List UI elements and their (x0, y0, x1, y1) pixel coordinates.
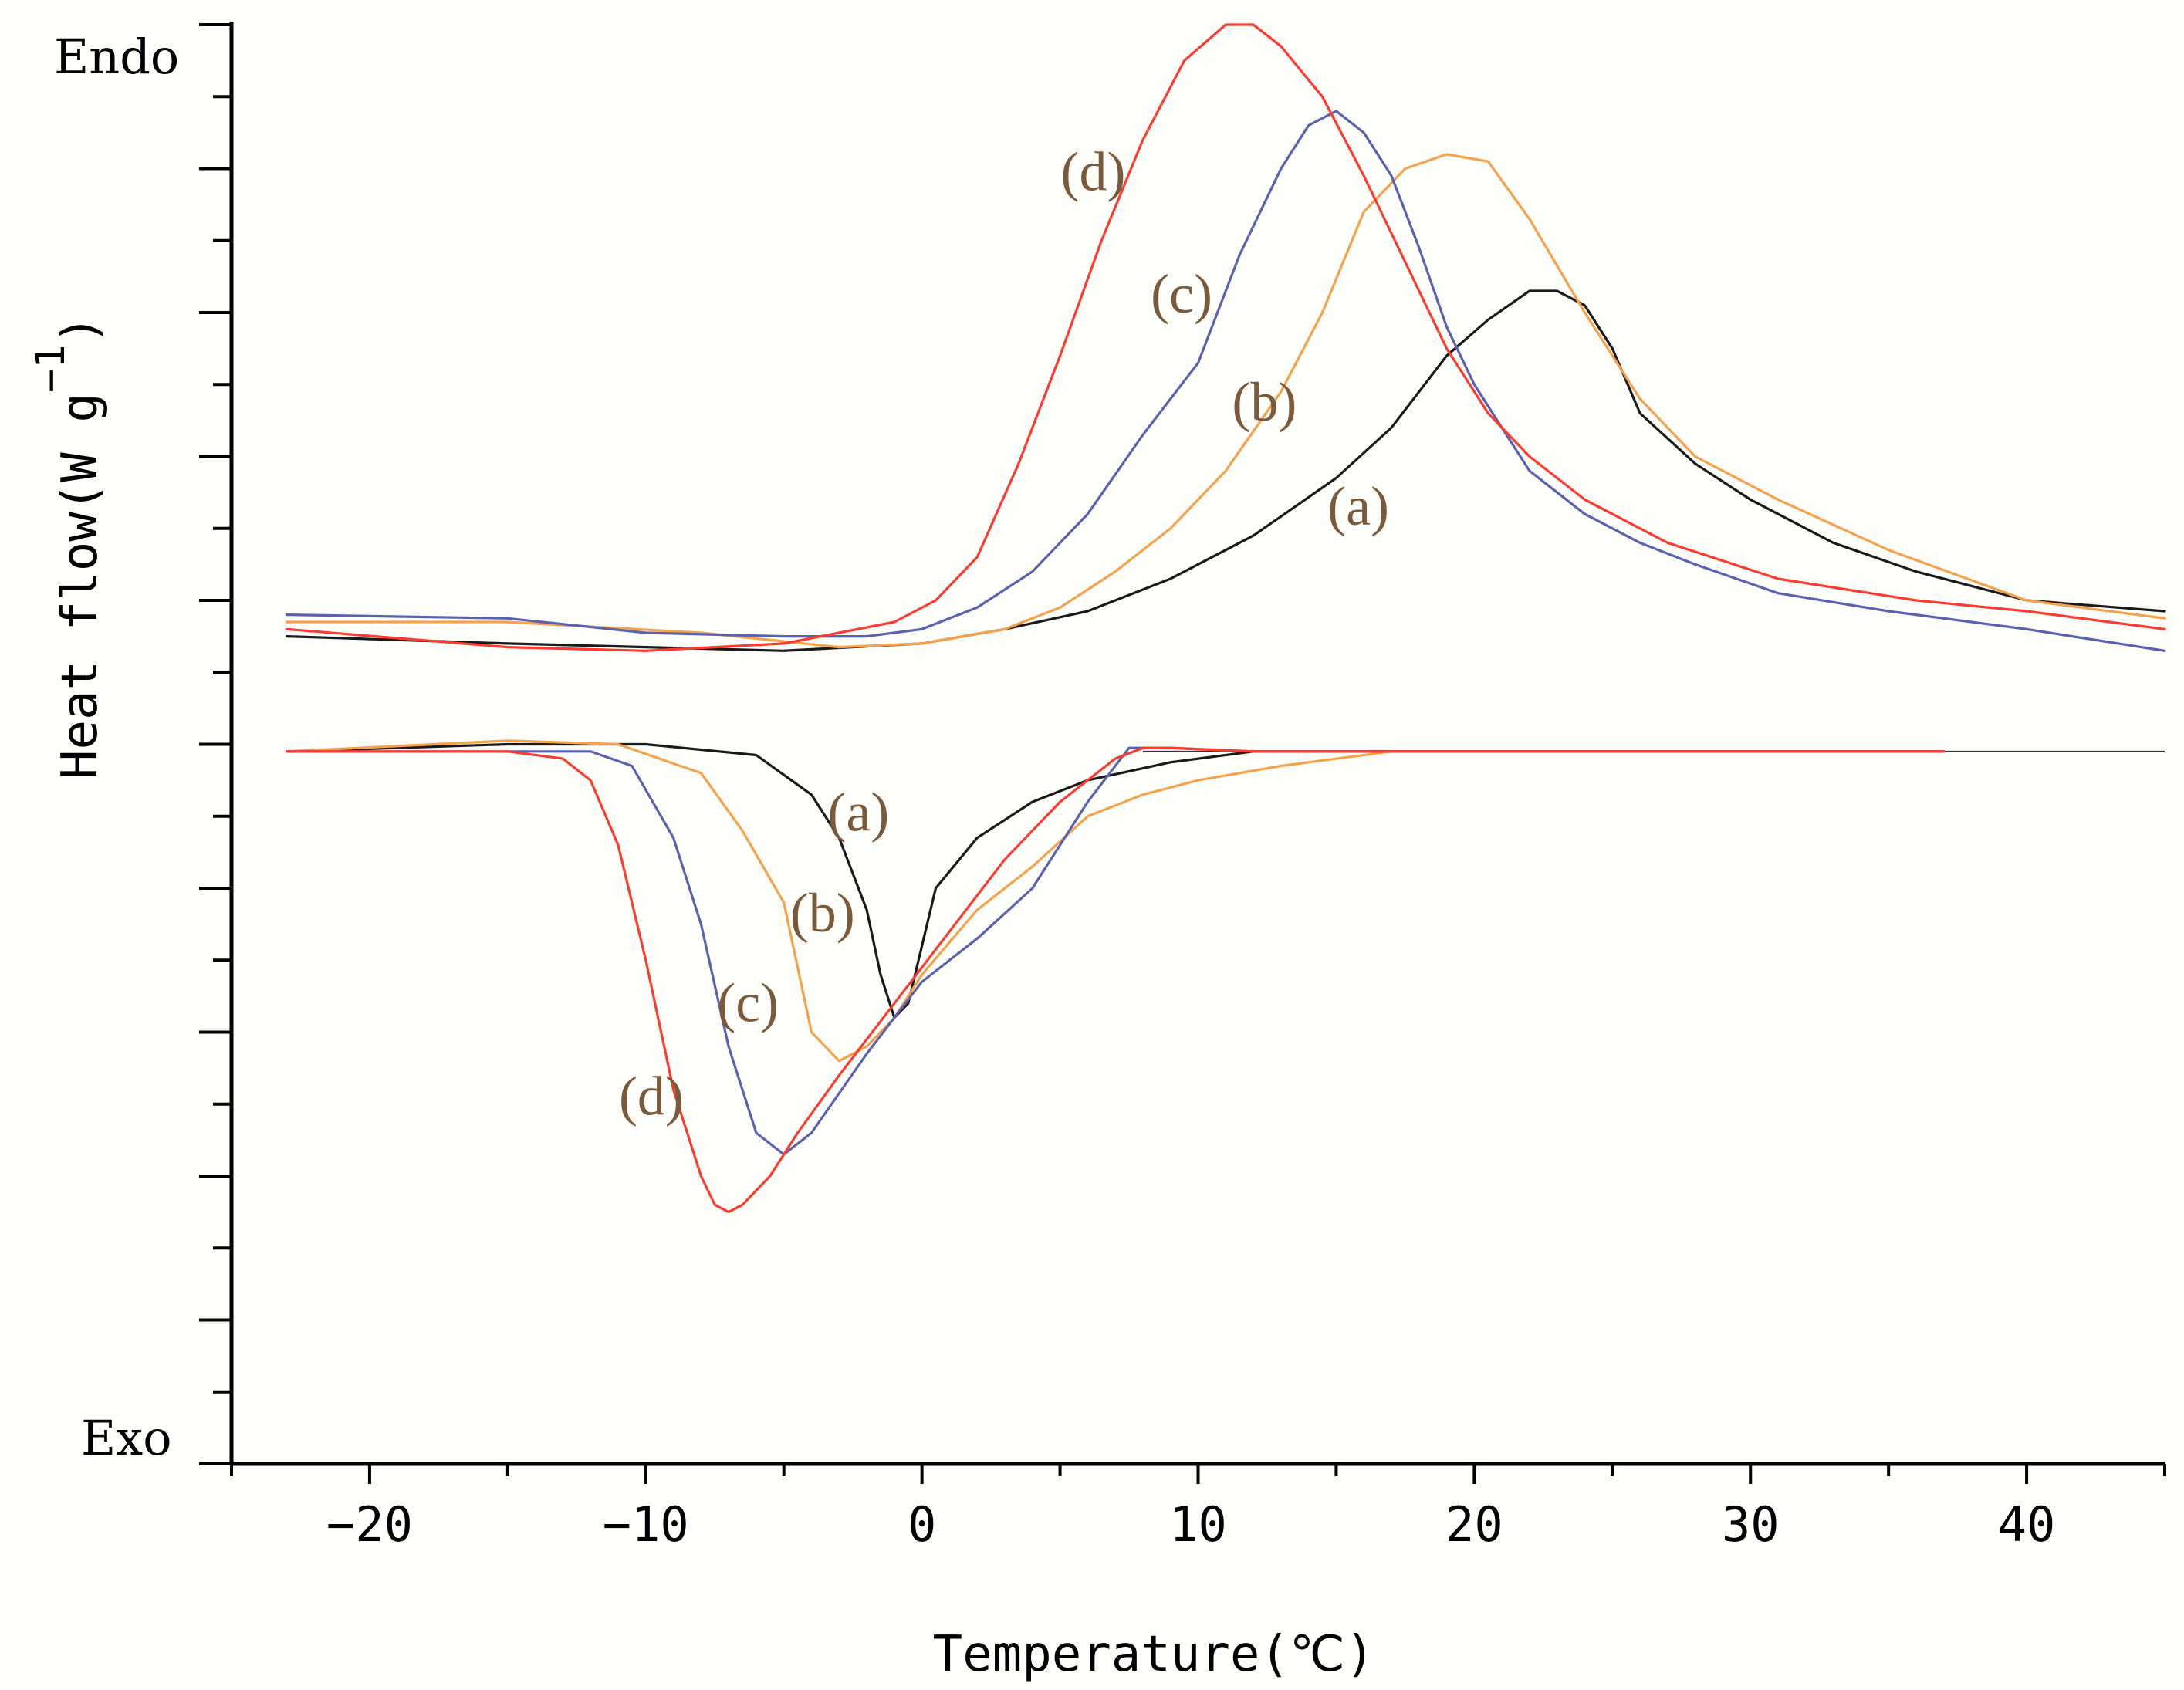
curves (286, 23, 2166, 1214)
curve-label-c: (c) (1151, 263, 1212, 325)
y-axis-title-main: Heat flow(W g (52, 393, 109, 779)
y-axis-title-sup: −1 (28, 344, 74, 393)
curve-label-d: (d) (1061, 140, 1126, 202)
series-line-cooling-d (286, 746, 1946, 1214)
series-line-cooling-c (286, 746, 1946, 1156)
x-tick-label: 10 (1169, 1496, 1227, 1553)
x-tick-label: 40 (1998, 1496, 2056, 1553)
x-tick-label: −10 (603, 1496, 689, 1553)
y-top-label: Endo (54, 29, 179, 85)
x-axis-title: Temperature(℃) (933, 1626, 1375, 1683)
x-tick-label: 20 (1445, 1496, 1503, 1553)
y-bottom-label: Exo (81, 1410, 172, 1466)
x-tick-label: −20 (326, 1496, 413, 1553)
curve-label-c: (c) (717, 972, 779, 1034)
y-axis-title: Heat flow(W g−1) (28, 315, 109, 779)
svg-text:Heat flow(W g−1): Heat flow(W g−1) (28, 315, 109, 779)
x-tick-label: 30 (1722, 1496, 1780, 1553)
curve-annotations: (d)(c)(b)(a)(a)(b)(c)(d) (619, 140, 1389, 1127)
x-tick-label: 0 (908, 1496, 936, 1553)
curve-label-d: (d) (619, 1066, 684, 1127)
curve-label-a: (a) (827, 781, 889, 843)
series-line-cooling-b (286, 739, 1946, 1063)
series-line-heating-d (286, 23, 2166, 652)
curve-label-b: (b) (1232, 371, 1297, 433)
axes: −20 −10 0 10 20 30 40 (199, 22, 2166, 1553)
curve-label-b: (b) (790, 882, 855, 944)
series-line-heating-b (286, 153, 2166, 649)
curve-label-a: (a) (1327, 475, 1389, 537)
series-line-heating-c (286, 110, 2166, 652)
series-line-cooling-a (286, 742, 1946, 1019)
y-axis-title-close: ) (52, 315, 109, 345)
